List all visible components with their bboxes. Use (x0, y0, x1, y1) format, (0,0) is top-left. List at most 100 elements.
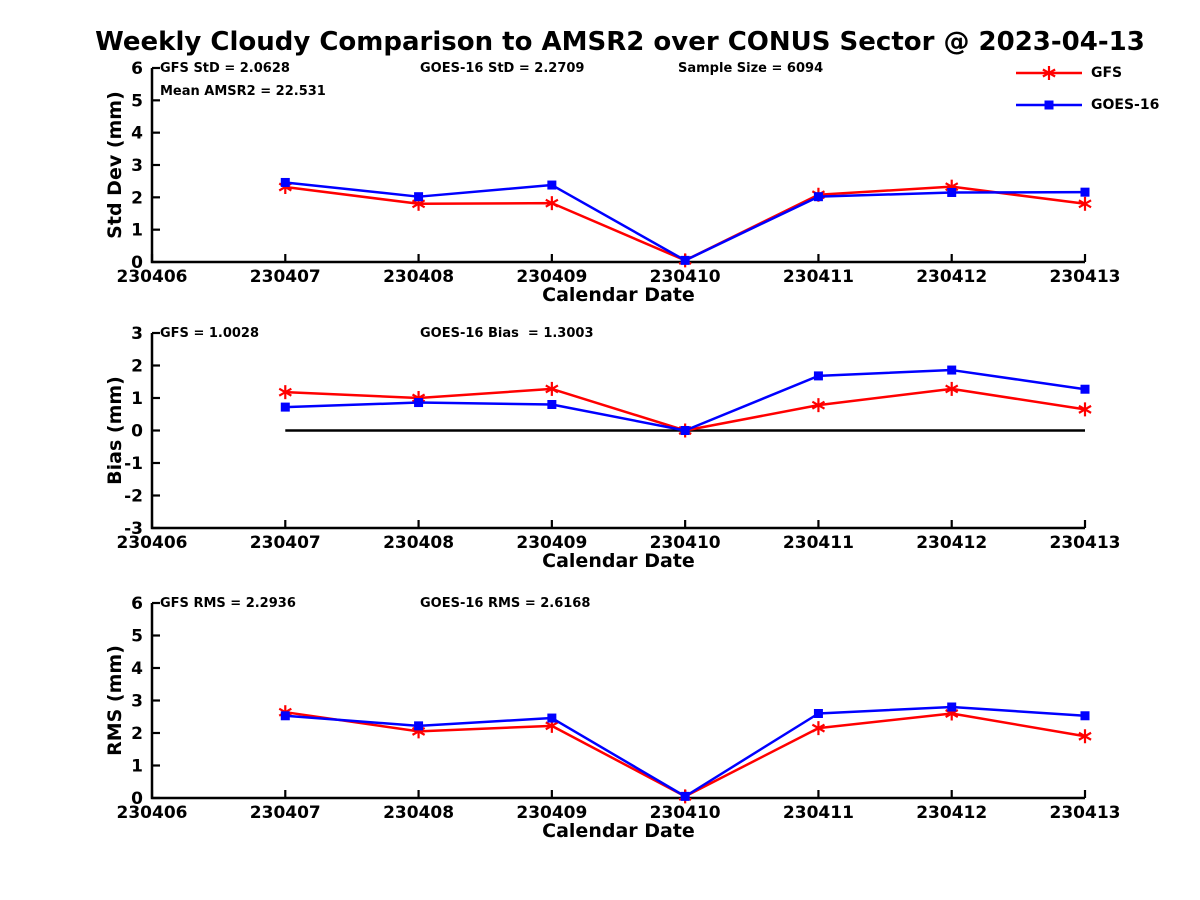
chart-title: Weekly Cloudy Comparison to AMSR2 over C… (95, 27, 1145, 57)
y-tick-label: 4 (131, 659, 143, 679)
x-tick-label: 230408 (383, 803, 454, 823)
legend-item-goes16: GOES-16 (1014, 95, 1159, 115)
x-tick-label: 230408 (383, 533, 454, 553)
annotation: GFS = 1.0028 (160, 326, 259, 341)
annotation: GFS StD = 2.0628 (160, 61, 290, 76)
annotation: GOES-16 StD = 2.2709 (420, 61, 584, 76)
x-tick-label: 230408 (383, 267, 454, 287)
marker-star (1078, 404, 1092, 414)
x-tick-label: 230409 (516, 267, 587, 287)
annotation: Mean AMSR2 = 22.531 (160, 84, 326, 99)
y-tick-label: 2 (131, 724, 143, 744)
y-tick-label: 3 (131, 324, 143, 344)
marker-star (811, 400, 826, 410)
annotation: GOES-16 Bias = 1.3003 (420, 326, 594, 341)
x-tick-label: 230407 (250, 803, 321, 823)
subplot-1: 0 1 2 3 4 5 6 230406 230407 230408 230409 230410 230… (104, 59, 1120, 306)
marker-star (278, 387, 292, 397)
marker-square (947, 702, 957, 712)
marker-square (280, 711, 290, 721)
y-axis-label: Bias (mm) (104, 376, 126, 485)
annotation: GOES-16 RMS = 2.6168 (420, 596, 590, 611)
y-tick-label: 6 (131, 594, 143, 614)
marker-square (414, 721, 424, 731)
x-tick-label: 230409 (516, 533, 587, 553)
legend: GFS GOES-16 (1014, 63, 1159, 127)
annotation: Sample Size = 6094 (678, 61, 823, 76)
marker-star (545, 198, 559, 208)
marker-star (411, 199, 426, 209)
marker-square (813, 709, 823, 718)
y-tick-label: 5 (131, 627, 143, 647)
x-tick-label: 230411 (783, 533, 854, 553)
y-tick-label: 2 (131, 357, 143, 377)
marker-square (1080, 187, 1090, 197)
y-tick-label: 4 (131, 124, 143, 144)
goes16-line-square-icon (1016, 100, 1082, 110)
y-tick-label: 1 (131, 389, 143, 409)
marker-star (545, 384, 559, 394)
x-tick-label: 230412 (916, 803, 987, 823)
x-tick-label: 230407 (250, 267, 321, 287)
marker-square (680, 255, 690, 265)
x-tick-label: 230410 (650, 267, 721, 287)
y-tick-label: 6 (131, 59, 143, 79)
marker-square (1080, 711, 1090, 721)
x-tick-label: 230413 (1050, 267, 1121, 287)
subplot-3: 0 1 2 3 4 5 6 230406 230407 230408 230409 230410 230… (104, 594, 1120, 842)
marker-star (1078, 731, 1092, 741)
x-tick-label: 230406 (117, 803, 188, 823)
marker-square (947, 365, 957, 375)
x-tick-label: 230406 (117, 533, 188, 553)
marker-square (813, 192, 823, 202)
marker-square (280, 402, 290, 412)
y-axis-label: Std Dev (mm) (104, 91, 126, 239)
y-tick-label: 0 (131, 422, 143, 442)
y-tick-label: -3 (124, 519, 143, 539)
marker-star (945, 384, 959, 394)
marker-square (1080, 384, 1090, 394)
marker-square (813, 371, 823, 381)
y-tick-label: 0 (131, 789, 143, 809)
x-tick-label: 230410 (650, 803, 721, 823)
x-tick-label: 230412 (916, 533, 987, 553)
legend-label-goes16: GOES-16 (1091, 97, 1160, 113)
y-tick-label: 2 (131, 188, 143, 208)
x-axis-label: Calendar Date (542, 550, 695, 572)
y-tick-label: 1 (131, 221, 143, 241)
x-tick-label: 230411 (783, 267, 854, 287)
subplot-2: -3 -2 -1 0 1 2 3 230406 230407 230408 230409 230410… (104, 324, 1120, 572)
marker-star (545, 721, 559, 731)
gfs-line-star-icon (1016, 66, 1082, 80)
x-tick-label: 230411 (783, 803, 854, 823)
series-line-goes-16 (285, 181, 1086, 262)
series-line-goes-16 (285, 368, 1086, 432)
x-tick-label: 230413 (1050, 533, 1121, 553)
y-tick-label: 5 (131, 91, 143, 111)
marker-square (947, 187, 957, 197)
marker-square (414, 192, 424, 202)
x-tick-label: 230406 (117, 267, 188, 287)
x-axis-label: Calendar Date (542, 284, 695, 306)
y-tick-label: 1 (131, 757, 143, 777)
x-tick-label: 230410 (650, 533, 721, 553)
marker-star (1078, 199, 1092, 209)
marker-square (547, 713, 557, 723)
y-tick-label: 3 (131, 692, 143, 712)
axis-spines (150, 603, 1085, 800)
x-tick-label: 230407 (250, 533, 321, 553)
x-axis-label: Calendar Date (542, 820, 695, 842)
y-tick-label: 3 (131, 156, 143, 176)
marker-square (547, 180, 557, 190)
y-tick-label: -2 (124, 487, 143, 507)
legend-item-gfs: GFS (1014, 63, 1159, 83)
legend-label-gfs: GFS (1091, 65, 1123, 81)
y-axis-label: RMS (mm) (104, 645, 126, 756)
y-tick-label: -1 (124, 454, 143, 474)
marker-square (680, 426, 690, 435)
marker-square (280, 177, 290, 187)
marker-square (547, 400, 557, 409)
marker-star (811, 723, 826, 733)
